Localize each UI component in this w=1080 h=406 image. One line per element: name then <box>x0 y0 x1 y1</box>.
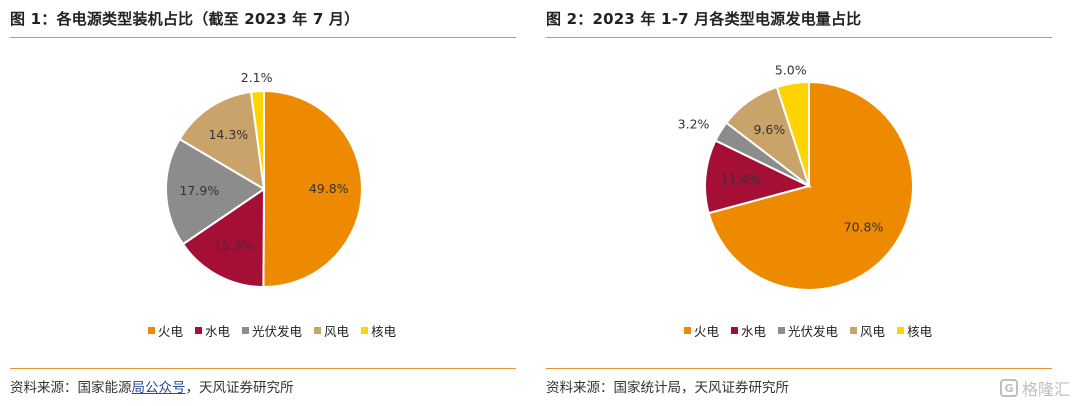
legend-label: 核电 <box>371 324 397 339</box>
legend-label: 风电 <box>860 324 886 339</box>
legend-label: 光伏发电 <box>252 324 303 339</box>
legend-swatch <box>195 327 203 334</box>
legend-label: 风电 <box>324 324 350 339</box>
watermark: G 格隆汇 <box>999 376 1070 400</box>
legend-swatch <box>731 327 739 334</box>
legend-item-4: 核电 <box>361 321 396 340</box>
legend-item-2: 光伏发电 <box>242 321 302 340</box>
legend-item-3: 风电 <box>314 321 349 340</box>
pie-chart-generation: 70.8% 11.4% 3.2% 9.6% 5.0% <box>678 62 914 291</box>
data-label-3: 14.3% <box>208 127 248 142</box>
chart-legend: 火电 水电 光伏发电 风电 核电 <box>684 321 932 340</box>
data-label-2: 17.9% <box>179 183 219 198</box>
legend-swatch <box>314 327 322 334</box>
data-label-1: 11.4% <box>721 172 761 187</box>
watermark-text: 格隆汇 <box>1021 380 1070 399</box>
legend-label: 水电 <box>741 324 767 339</box>
source-link[interactable]: 局公众号 <box>131 380 186 396</box>
chart-title: 图 1：各电源类型装机占比（截至 2023 年 7 月） <box>10 10 360 28</box>
pie-slice-3 <box>178 90 266 191</box>
pie-slice-4 <box>775 80 810 187</box>
legend-label: 核电 <box>907 324 933 339</box>
legend-swatch <box>897 327 905 334</box>
legend-swatch <box>148 327 155 334</box>
legend-item-3: 风电 <box>850 321 885 340</box>
legend-swatch <box>242 327 250 334</box>
legend-item-2: 光伏发电 <box>778 321 838 340</box>
data-label-0: 70.8% <box>844 220 884 235</box>
pie-slice-2 <box>165 137 266 246</box>
legend-item-0: 火电 <box>148 321 183 340</box>
legend-label: 火电 <box>158 324 184 339</box>
source-note: 资料来源：国家统计局，天风证券研究所 <box>546 380 789 396</box>
chart-panel-installed-capacity: 图 1：各电源类型装机占比（截至 2023 年 7 月） 49.8% 15.3% 1… <box>10 0 516 406</box>
title-divider <box>546 37 1052 38</box>
data-label-0: 49.8% <box>309 181 349 196</box>
data-label-3: 9.6% <box>753 122 785 137</box>
legend-swatch <box>684 327 691 334</box>
legend-swatch <box>850 327 858 334</box>
source-divider <box>10 368 516 369</box>
pie-slice-4 <box>249 89 265 190</box>
title-divider <box>10 37 516 38</box>
chart-title: 图 2：2023 年 1-7 月各类型电源发电量占比 <box>546 10 862 28</box>
data-label-1: 15.3% <box>214 238 254 253</box>
legend-item-4: 核电 <box>897 321 932 340</box>
pie-slice-1 <box>704 139 812 215</box>
legend-swatch <box>361 327 369 334</box>
chart-legend: 火电 水电 光伏发电 风电 核电 <box>148 321 396 340</box>
legend-swatch <box>778 327 786 334</box>
source-divider <box>546 368 1052 369</box>
source-text-suffix: ，天风证券研究所 <box>185 380 294 396</box>
data-label-2: 3.2% <box>678 117 710 132</box>
legend-item-0: 火电 <box>684 321 719 340</box>
legend-item-1: 水电 <box>731 321 766 340</box>
chart-panel-generation: 图 2：2023 年 1-7 月各类型电源发电量占比 70.8% 11.4% 3.2… <box>546 0 1052 406</box>
legend-label: 火电 <box>694 324 720 339</box>
pie-slice-0 <box>262 89 364 288</box>
pie-slice-1 <box>181 187 266 289</box>
pie-chart-installed-capacity: 49.8% 15.3% 17.9% 14.3% 2.1% <box>165 70 364 289</box>
source-note: 资料来源：国家能源局公众号，天风证券研究所 <box>10 376 294 396</box>
data-label-4: 2.1% <box>241 70 273 85</box>
source-text: 资料来源：国家能源 <box>10 380 132 396</box>
legend-label: 光伏发电 <box>788 324 839 339</box>
data-label-4: 5.0% <box>775 62 807 77</box>
watermark-logo-icon: G <box>999 379 1018 397</box>
legend-item-1: 水电 <box>195 321 230 340</box>
legend-label: 水电 <box>205 324 231 339</box>
